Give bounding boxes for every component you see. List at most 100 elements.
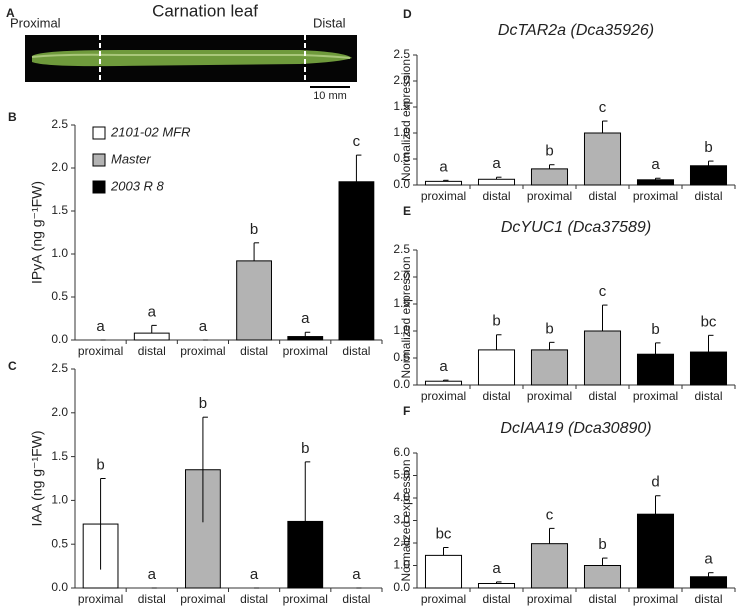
x-tick-label: proximal: [527, 389, 572, 403]
panel-letter: C: [8, 359, 17, 373]
significance-letter: a: [148, 303, 157, 320]
y-tick-label: 4.0: [393, 490, 410, 504]
bar: [424, 380, 463, 386]
bar: [583, 132, 622, 186]
x-tick-label: proximal: [421, 389, 466, 403]
x-tick-label: proximal: [633, 389, 678, 403]
significance-letter: b: [545, 320, 553, 337]
bar: [530, 349, 569, 386]
significance-letter: b: [250, 221, 258, 238]
y-axis-label: Normalized expression: [399, 459, 413, 581]
chart-title: DcIAA19 (Dca30890): [500, 420, 651, 437]
x-tick-label: proximal: [283, 344, 328, 358]
significance-letter: c: [353, 133, 361, 150]
photo-label: Distal: [313, 15, 346, 30]
y-tick-label: 0.5: [51, 536, 68, 550]
x-tick-label: distal: [482, 189, 510, 203]
bar: [689, 576, 728, 589]
x-tick-label: proximal: [527, 592, 572, 606]
x-tick-label: distal: [240, 344, 268, 358]
significance-letter: d: [651, 474, 659, 491]
chart-title: DcTAR2a (Dca35926): [498, 22, 654, 39]
y-tick-label: 0.0: [393, 377, 410, 391]
panel-letter: F: [403, 404, 410, 418]
y-axis-label: Normalized expression: [399, 256, 413, 378]
y-tick-label: 6.0: [393, 445, 410, 459]
significance-letter: c: [599, 99, 607, 116]
x-tick-label: distal: [588, 389, 616, 403]
significance-letter: b: [651, 321, 659, 338]
bar: [477, 583, 516, 589]
y-tick-label: 1.0: [393, 323, 410, 337]
significance-letter: a: [492, 560, 501, 577]
y-tick-label: 0.5: [51, 289, 68, 303]
y-tick-label: 1.5: [393, 296, 410, 310]
significance-letter: b: [598, 536, 606, 553]
y-axis-label: IPyA (ng g⁻¹FW): [29, 181, 45, 284]
x-tick-label: distal: [482, 592, 510, 606]
x-tick-label: proximal: [633, 189, 678, 203]
bar: [287, 336, 324, 341]
y-tick-label: 1.0: [51, 246, 68, 260]
y-tick-label: 2.5: [51, 117, 68, 131]
y-tick-label: 1.0: [51, 493, 68, 507]
x-tick-label: proximal: [180, 592, 225, 606]
bar: [338, 181, 375, 341]
significance-letter: a: [352, 566, 361, 583]
bar: [424, 180, 463, 186]
significance-letter: a: [492, 155, 501, 172]
leaf-highlight: [31, 53, 351, 59]
y-tick-label: 1.5: [51, 203, 68, 217]
x-tick-label: distal: [240, 592, 268, 606]
chart-title: DcYUC1 (Dca37589): [501, 219, 651, 236]
significance-letter: a: [651, 156, 660, 173]
x-tick-label: distal: [694, 389, 722, 403]
significance-letter: b: [96, 456, 104, 473]
x-tick-label: distal: [694, 592, 722, 606]
photo-label: Proximal: [10, 15, 61, 30]
x-tick-label: proximal: [633, 592, 678, 606]
y-tick-label: 0.0: [393, 177, 410, 191]
x-tick-label: proximal: [421, 189, 466, 203]
scale-label: 10 mm: [313, 90, 347, 102]
significance-letter: c: [546, 506, 554, 523]
x-tick-label: proximal: [78, 592, 123, 606]
bar: [636, 513, 675, 589]
y-tick-label: 2.0: [51, 160, 68, 174]
panel-letter: E: [403, 204, 411, 218]
y-tick-label: 0.0: [393, 580, 410, 594]
y-tick-label: 2.5: [51, 361, 68, 375]
significance-letter: b: [301, 440, 309, 457]
bar: [636, 179, 675, 186]
significance-letter: b: [704, 139, 712, 156]
x-tick-label: distal: [342, 592, 370, 606]
bar: [530, 168, 569, 186]
legend-swatch: [92, 153, 106, 167]
bar: [583, 565, 622, 589]
significance-letter: b: [545, 143, 553, 160]
x-tick-label: distal: [342, 344, 370, 358]
legend-swatch: [92, 126, 106, 140]
x-tick-label: proximal: [180, 344, 225, 358]
significance-letter: c: [599, 283, 607, 300]
y-tick-label: 0.0: [51, 580, 68, 594]
significance-letter: bc: [436, 525, 452, 542]
y-tick-label: 0.5: [393, 151, 410, 165]
y-tick-label: 1.5: [393, 99, 410, 113]
x-tick-label: proximal: [527, 189, 572, 203]
bar: [477, 349, 516, 386]
significance-letter: a: [704, 551, 713, 568]
bar: [133, 332, 170, 341]
x-tick-label: proximal: [78, 344, 123, 358]
y-tick-label: 1.0: [393, 125, 410, 139]
y-tick-label: 0.5: [393, 350, 410, 364]
significance-letter: bc: [701, 313, 717, 330]
y-tick-label: 2.0: [393, 269, 410, 283]
x-tick-label: proximal: [283, 592, 328, 606]
x-tick-label: distal: [138, 592, 166, 606]
x-tick-label: distal: [694, 189, 722, 203]
x-tick-label: distal: [588, 592, 616, 606]
significance-letter: a: [250, 566, 259, 583]
significance-letter: a: [199, 318, 208, 335]
